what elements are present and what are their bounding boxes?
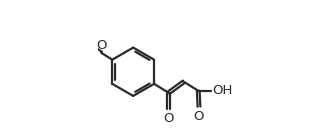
Text: O: O: [97, 39, 107, 52]
Text: O: O: [163, 112, 174, 125]
Text: O: O: [194, 110, 204, 123]
Text: OH: OH: [212, 84, 232, 97]
